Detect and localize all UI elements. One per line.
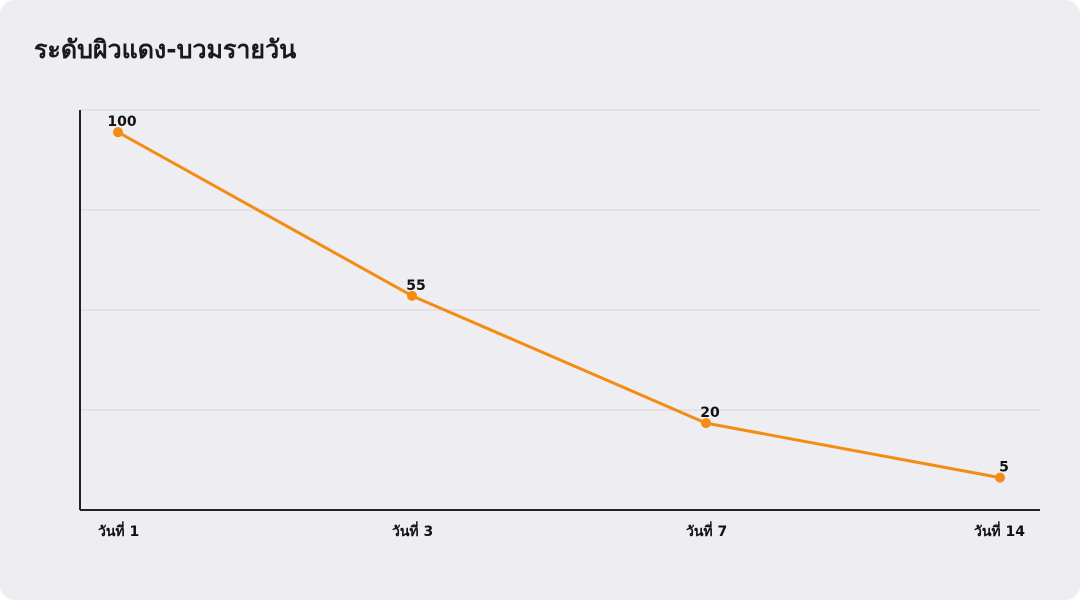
data-label: 100 — [107, 114, 136, 130]
x-tick-label: วันที่ 3 — [392, 521, 433, 540]
chart-title: ระดับผิวแดง-บวมรายวัน — [34, 35, 297, 64]
x-tick-labels: วันที่ 1 วันที่ 3 วันที่ 7 วันที่ 14 — [98, 521, 1025, 540]
data-point — [995, 472, 1005, 483]
data-point — [701, 418, 711, 429]
data-label: 5 — [999, 460, 1009, 476]
x-tick-label: วันที่ 7 — [686, 521, 727, 540]
x-tick-label: วันที่ 1 — [98, 521, 139, 540]
data-point — [407, 290, 417, 301]
data-label: 20 — [700, 405, 720, 421]
grid-lines — [80, 109, 1040, 411]
series-line — [116, 130, 1002, 480]
x-tick-label: วันที่ 14 — [974, 521, 1025, 540]
data-labels: 100 55 20 5 — [107, 114, 1008, 475]
data-point — [113, 127, 123, 138]
data-label: 55 — [406, 278, 425, 294]
series-group — [113, 127, 1005, 483]
